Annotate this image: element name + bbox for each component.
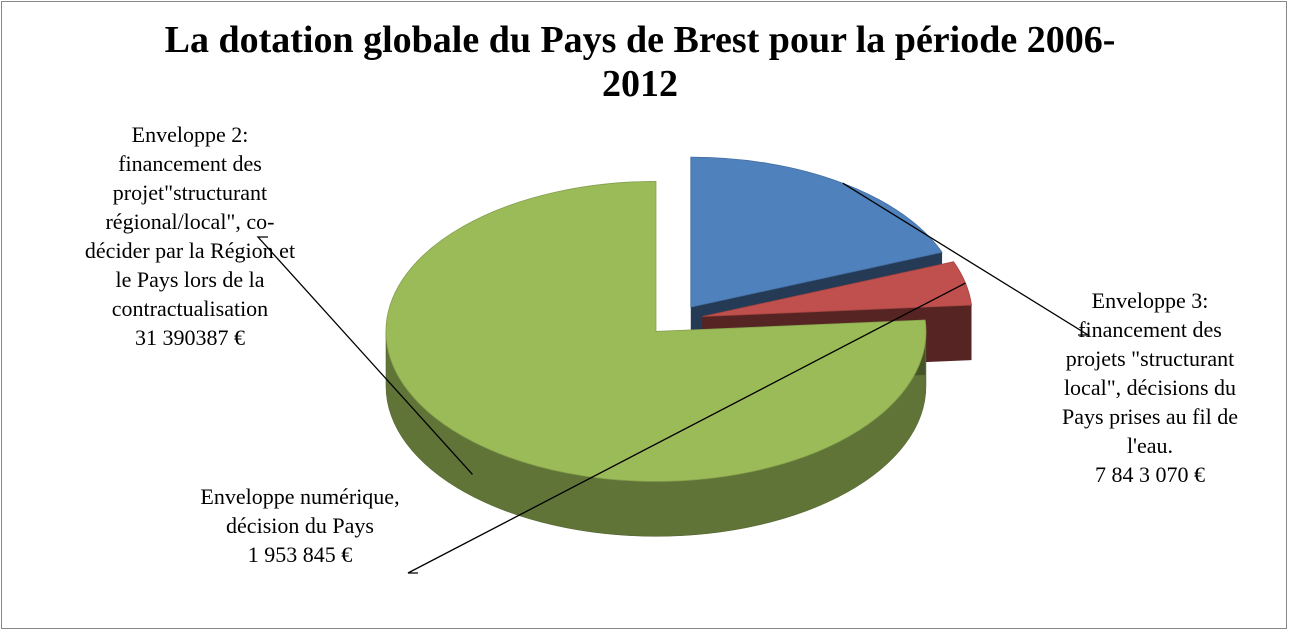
- slice-tops: [385, 156, 972, 482]
- slice: [385, 181, 927, 482]
- slice: [702, 261, 972, 317]
- value-label: 31 390387 €: [135, 325, 245, 350]
- value-label: 1 953 845 €: [247, 542, 353, 567]
- slice-label: Enveloppe 2: financement des projet"stru…: [80, 120, 300, 352]
- category-label: Enveloppe 2: financement des projet"stru…: [84, 122, 296, 321]
- category-label: Enveloppe numérique, décision du Pays: [200, 484, 400, 538]
- category-label: Enveloppe 3: financement des projets "st…: [1062, 288, 1238, 458]
- leader-line: [407, 282, 966, 574]
- leader-line: [842, 182, 1091, 336]
- chart-title: La dotation globale du Pays de Brest pou…: [164, 19, 1116, 105]
- slice: [690, 156, 943, 308]
- leader-line: [256, 236, 473, 475]
- value-label: 7 84 3 070 €: [1095, 462, 1205, 487]
- slice-label: Enveloppe 3: financement des projets "st…: [1050, 286, 1250, 489]
- slice-label: Enveloppe numérique, décision du Pays 1 …: [175, 482, 425, 569]
